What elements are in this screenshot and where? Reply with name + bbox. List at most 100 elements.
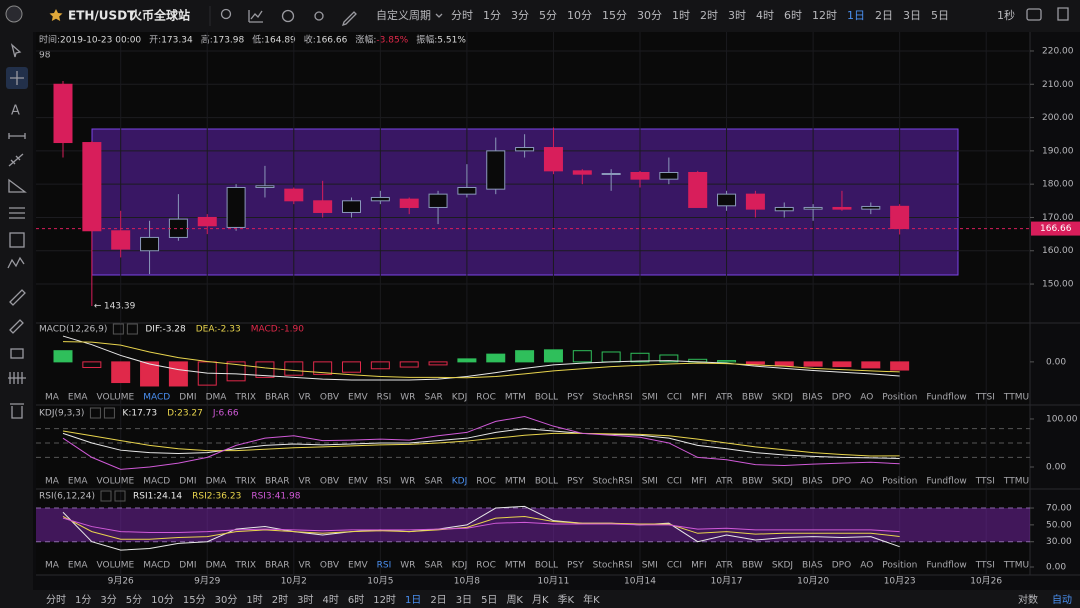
auto-toggle[interactable]: 自动 [1052, 593, 1072, 606]
indicator-tab[interactable]: Position [882, 477, 917, 487]
indicator-tab[interactable]: DMA [206, 561, 228, 571]
indicator-tab[interactable]: MTM [505, 393, 526, 403]
indicator-tab[interactable]: VR [298, 477, 310, 487]
triangle-tool[interactable] [8, 178, 27, 193]
indicator-tab[interactable]: CCI [667, 393, 682, 403]
screenshot-icon[interactable] [1026, 8, 1042, 21]
indicator-tab[interactable]: OBV [320, 393, 340, 403]
draw-icon[interactable] [341, 11, 357, 27]
period-button[interactable]: 5分 [126, 594, 142, 606]
indicator-tab[interactable]: KDJ [452, 477, 468, 487]
pane-settings[interactable] [112, 323, 124, 335]
channel-tool[interactable] [9, 207, 25, 219]
interval-button[interactable]: 4时 [756, 9, 774, 22]
indicator-tab[interactable]: BIAS [802, 393, 823, 403]
fullscreen-icon[interactable] [1057, 7, 1069, 21]
indicator-tab[interactable]: VOLUME [97, 561, 135, 571]
indicator-tab[interactable]: MA [45, 477, 60, 487]
interval-button[interactable]: 5日 [931, 9, 949, 22]
period-button[interactable]: 5日 [481, 595, 497, 606]
pane-close[interactable] [114, 490, 126, 502]
indicator-tab[interactable]: MFI [691, 477, 707, 487]
indicator-tab[interactable]: BIAS [802, 477, 823, 487]
indicator-tab[interactable]: OBV [320, 477, 340, 487]
indicator-tab[interactable]: AO [860, 393, 873, 403]
interval-button[interactable]: 15分 [602, 9, 627, 22]
pane-close[interactable] [103, 407, 115, 419]
indicator-tab[interactable]: DMA [206, 477, 228, 487]
pane-settings[interactable] [89, 407, 101, 419]
indicator-tab[interactable]: DMI [179, 393, 196, 403]
indicator-tab[interactable]: TTSI [975, 393, 995, 403]
period-button[interactable]: 2日 [430, 595, 446, 606]
period-button[interactable]: 分时 [46, 594, 66, 606]
indicator-tab[interactable]: MACD [143, 393, 170, 403]
indicator-tab[interactable]: ATR [716, 393, 733, 403]
indicator-tab[interactable]: ROC [476, 477, 496, 487]
indicator-tab[interactable]: EMV [348, 561, 368, 571]
indicator-tab[interactable]: DMI [179, 477, 196, 487]
indicator-tab[interactable]: DPO [832, 477, 851, 487]
indicator-tab[interactable]: MA [45, 561, 60, 571]
indicator-tab[interactable]: MA [45, 393, 60, 403]
interval-button[interactable]: 30分 [637, 9, 662, 22]
indicator-tab[interactable]: Fundflow [926, 477, 966, 487]
indicator-tab[interactable]: TRIX [234, 561, 256, 571]
indicator-tab[interactable]: WR [400, 477, 415, 487]
cursor-tool[interactable] [10, 43, 22, 58]
indicator-tab[interactable]: Fundflow [926, 561, 966, 571]
search-icon[interactable] [220, 8, 232, 20]
interval-button[interactable]: 10分 [567, 9, 592, 22]
indicator-tab[interactable]: MTM [505, 561, 526, 571]
period-button[interactable]: 12时 [373, 594, 396, 606]
wave-tool[interactable] [7, 256, 25, 269]
indicator-tab[interactable]: MFI [691, 561, 707, 571]
indicator-tab[interactable]: EMA [68, 561, 88, 571]
indicator-tab[interactable]: BBW [742, 393, 763, 403]
indicator-tab[interactable]: WR [400, 561, 415, 571]
indicator-tab[interactable]: BOLL [535, 561, 558, 571]
indicator-tab[interactable]: SKDJ [772, 561, 793, 571]
period-button[interactable]: 6时 [348, 594, 364, 606]
indicator-tab[interactable]: SAR [424, 561, 442, 571]
indicator-tab[interactable]: KDJ [452, 561, 468, 571]
period-button[interactable]: 2时 [272, 594, 288, 606]
indicator-tab[interactable]: StochRSI [593, 561, 633, 571]
fib-tool[interactable] [8, 153, 24, 167]
indicator-tab[interactable]: TRIX [234, 477, 256, 487]
indicator-tab[interactable]: Position [882, 393, 917, 403]
interval-button[interactable]: 2时 [700, 9, 718, 22]
indicator-tab[interactable]: MACD [143, 561, 170, 571]
indicator-tab[interactable]: BRAR [265, 393, 289, 403]
indicator-tab[interactable]: SKDJ [772, 477, 793, 487]
interval-button[interactable]: 1日 [847, 9, 865, 22]
interval-button[interactable]: 3时 [728, 9, 746, 22]
indicator-tab[interactable]: WR [400, 393, 415, 403]
indicator-tab[interactable]: EMA [68, 393, 88, 403]
indicator-tab[interactable]: VOLUME [97, 393, 135, 403]
indicator-tab[interactable]: SMI [642, 477, 658, 487]
line-tool[interactable] [8, 133, 26, 139]
indicator-tab[interactable]: SKDJ [772, 393, 793, 403]
period-button[interactable]: 3时 [297, 594, 313, 606]
interval-button[interactable]: 12时 [812, 9, 837, 22]
indicator-tab[interactable]: EMA [68, 477, 88, 487]
indicator-tab[interactable]: StochRSI [593, 393, 633, 403]
period-button[interactable]: 3分 [100, 594, 116, 606]
exchange[interactable]: 火币全球站 [130, 8, 190, 23]
period-button[interactable]: 季K [558, 594, 575, 606]
delete-tool[interactable] [10, 403, 24, 419]
period-button[interactable]: 3日 [456, 595, 472, 606]
rect-tool[interactable] [9, 232, 25, 248]
ruler-tool[interactable] [9, 289, 26, 306]
period-button[interactable]: 30分 [215, 594, 238, 606]
indicator-tab[interactable]: DPO [832, 561, 851, 571]
pane-settings[interactable] [100, 490, 112, 502]
custom-period[interactable]: 自定义周期 [376, 8, 431, 22]
indicator-tab[interactable]: RSI [377, 477, 392, 487]
indicator-tab[interactable]: Position [882, 561, 917, 571]
period-button[interactable]: 月K [532, 594, 549, 606]
indicator-tab[interactable]: ATR [716, 561, 733, 571]
indicator-tab[interactable]: TRIX [234, 393, 256, 403]
indicator-tab[interactable]: ROC [476, 393, 496, 403]
